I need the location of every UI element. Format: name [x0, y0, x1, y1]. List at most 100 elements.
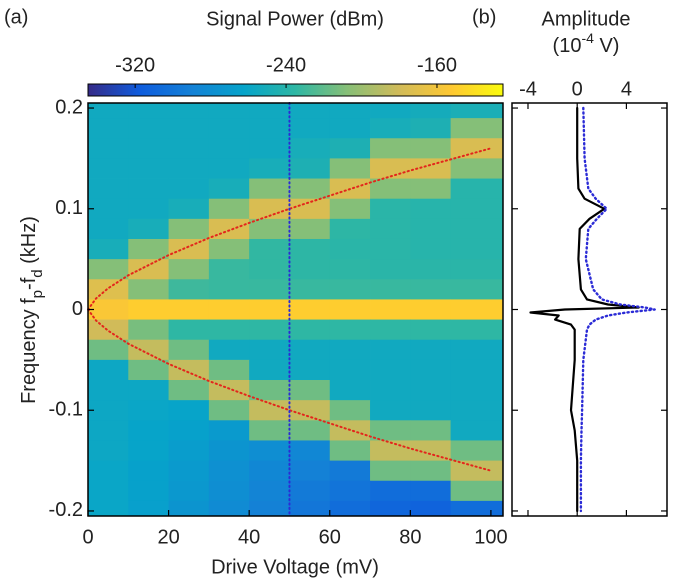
heatmap-cell — [88, 103, 129, 119]
heatmap-cell — [410, 319, 452, 341]
heatmap-cell — [329, 460, 371, 482]
heatmap-cell — [370, 198, 411, 220]
colorbar-title: Signal Power (dBm) — [206, 8, 384, 30]
heatmap-cell — [128, 460, 169, 482]
heatmap-cell — [450, 480, 504, 502]
heatmap-cell — [249, 500, 290, 517]
heatmap-cell — [329, 480, 371, 502]
heatmap-cell — [249, 138, 290, 159]
heatmap-cell — [410, 500, 452, 517]
heatmap-cell — [370, 500, 411, 517]
heatmap-cell — [128, 118, 169, 139]
heatmap-cell — [128, 500, 169, 517]
heatmap-cell — [208, 420, 250, 441]
heatmap-cell — [370, 259, 411, 280]
amplitude-line — [529, 106, 640, 513]
y-tick-label: 0.1 — [55, 197, 83, 219]
heatmap-cell — [289, 359, 331, 381]
heatmap-cell — [88, 279, 129, 300]
heatmap-cell — [168, 480, 210, 502]
heatmap-cell — [289, 259, 331, 280]
colorbar-tick-label: -160 — [417, 54, 457, 76]
heatmap-cell — [88, 420, 129, 441]
heatmap-cell — [168, 238, 210, 260]
heatmap-cell — [289, 400, 331, 421]
heatmap-cell — [370, 400, 411, 421]
heatmap-cell — [450, 319, 504, 341]
heatmap-cell — [168, 500, 210, 517]
heatmap-cell — [88, 480, 129, 502]
heatmap-cell — [370, 103, 411, 119]
colorbar — [87, 83, 504, 97]
y-axis-label-part: (kHz) — [18, 216, 40, 269]
y-axis-label-part: Frequency f — [18, 298, 40, 404]
heatmap-cell — [370, 138, 411, 159]
heatmap-cell — [128, 158, 169, 179]
heatmap-cell — [450, 279, 504, 300]
heatmap-cell — [128, 198, 169, 220]
heatmap-cell — [450, 158, 504, 179]
heatmap-cell — [329, 103, 371, 119]
heatmap-cell — [370, 279, 411, 300]
heatmap-cell — [88, 460, 129, 482]
heatmap-cell — [88, 259, 129, 280]
heatmap-cell — [88, 339, 129, 361]
heatmap-cell — [128, 138, 169, 159]
heatmap-cell — [289, 118, 331, 139]
heatmap-cell — [370, 380, 411, 401]
heatmap-cell — [128, 103, 169, 119]
heatmap-cell — [88, 319, 129, 341]
heatmap-cell — [88, 380, 129, 401]
heatmap-cell — [249, 279, 290, 300]
heatmap-cell — [370, 178, 411, 200]
heatmap-cell — [168, 440, 210, 461]
heatmap-cell — [329, 238, 371, 260]
heatmap-cell — [410, 359, 452, 381]
heatmap-cell — [410, 380, 452, 401]
heatmap-cell — [208, 259, 250, 280]
heatmap-cell — [208, 359, 250, 381]
heatmap-cell — [450, 500, 504, 517]
heatmap-cell — [168, 359, 210, 381]
heatmap-cell — [329, 198, 371, 220]
heatmap-cell — [410, 480, 452, 502]
unit-label: (10-4 V) — [553, 30, 620, 58]
x-tick-label: 0 — [82, 526, 93, 548]
heatmap-cell — [329, 218, 371, 240]
heatmap-cell — [370, 420, 411, 441]
heatmap-cell — [128, 299, 169, 320]
heatmap-cell — [249, 158, 290, 179]
heatmap-cell — [410, 299, 452, 320]
amplitude-line — [579, 106, 656, 513]
heatmap-cell — [329, 158, 371, 179]
heatmap-cell — [410, 460, 452, 482]
heatmap-cell — [168, 299, 210, 320]
heatmap-cell — [128, 238, 169, 260]
x-tick-label: 40 — [238, 526, 260, 548]
heatmap-cell — [249, 118, 290, 139]
unit-label-part: -4 — [581, 30, 594, 46]
heatmap-cell — [168, 138, 210, 159]
heatmap-cell — [249, 259, 290, 280]
heatmap-cell — [450, 103, 504, 119]
heatmap-cell — [128, 440, 169, 461]
heatmap-cell — [410, 158, 452, 179]
heatmap-cell — [208, 238, 250, 260]
heatmap-cell — [370, 319, 411, 341]
heatmap-cell — [208, 480, 250, 502]
heatmap-cell — [249, 299, 290, 320]
x-tick-label: 0 — [572, 78, 583, 100]
y-tick-label: -0.2 — [49, 499, 83, 521]
heatmap-cell — [450, 218, 504, 240]
heatmap-cell — [329, 359, 371, 381]
heatmap-cell — [168, 103, 210, 119]
heatmap-cell — [450, 198, 504, 220]
heatmap-cell — [249, 238, 290, 260]
heatmap-cell — [329, 400, 371, 421]
heatmap-cell — [249, 319, 290, 341]
x-tick-label: -4 — [519, 78, 537, 100]
panel-label: (b) — [472, 6, 496, 28]
heatmap-cell — [249, 480, 290, 502]
heatmap-cell — [329, 138, 371, 159]
heatmap-cell — [249, 400, 290, 421]
